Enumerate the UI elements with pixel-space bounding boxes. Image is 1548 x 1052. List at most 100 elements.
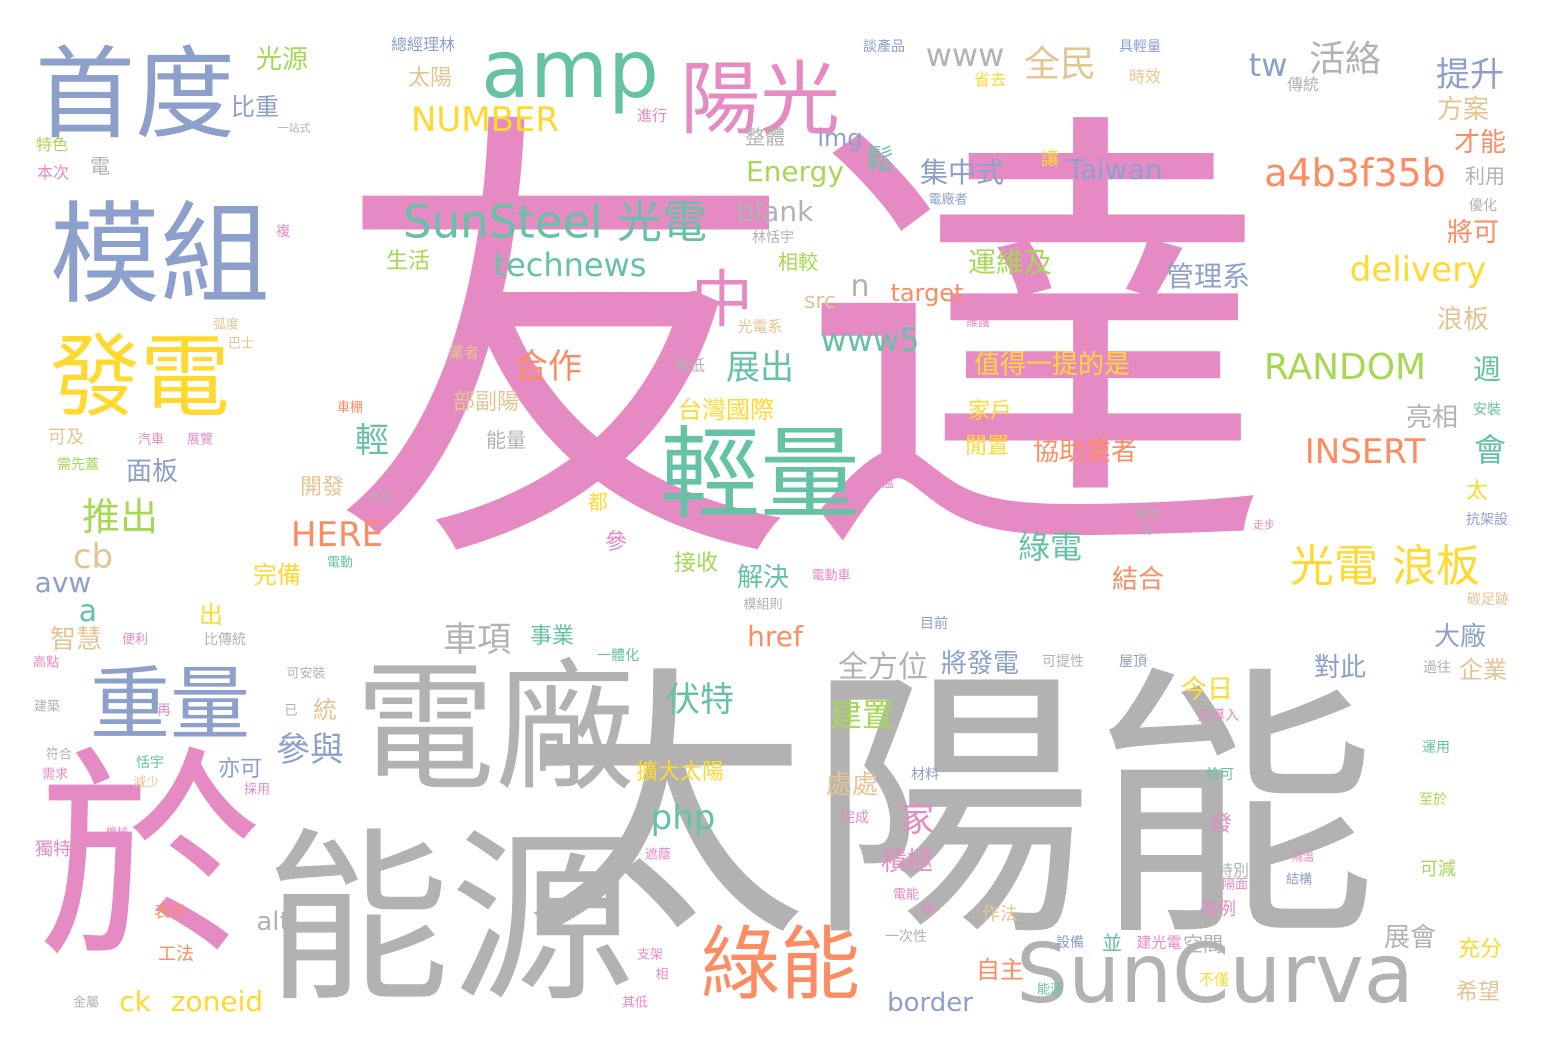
word: 目前 — [920, 616, 948, 632]
word: www5 — [820, 321, 920, 359]
word: 積極 — [880, 847, 934, 877]
word: 結構 — [1285, 872, 1313, 888]
word: 展會 — [1383, 923, 1437, 953]
word: img — [817, 124, 863, 152]
word: 弧度 — [212, 317, 240, 333]
word: 複 — [276, 224, 290, 240]
word: 電廠 — [354, 648, 636, 811]
word: avw — [34, 566, 92, 599]
word: 參與 — [276, 730, 344, 770]
word: 模組 — [50, 191, 270, 319]
word: 可安裝 — [286, 666, 326, 682]
word: 電動車 — [811, 568, 851, 584]
word: src — [803, 289, 837, 314]
word: 合性 — [367, 490, 395, 506]
word: 表示 — [153, 902, 187, 921]
word: 工法 — [158, 944, 194, 965]
word: 機械 — [106, 825, 128, 839]
word: 可及 — [48, 427, 84, 448]
word: 溫 — [881, 476, 895, 490]
word: cb — [72, 537, 114, 577]
word: 面板 — [125, 457, 179, 487]
word: 利用 — [1465, 164, 1505, 188]
word: 光源 — [255, 45, 309, 75]
word: 中 — [690, 263, 754, 336]
word: 特別 — [1216, 861, 1250, 880]
word: 走步 — [1253, 518, 1275, 532]
word: 談產品 — [863, 39, 905, 55]
word: 台灣國際 — [678, 396, 774, 424]
word: 解決 — [736, 563, 790, 593]
word: 智慧 — [49, 625, 103, 655]
word: 事業 — [529, 624, 575, 649]
word: 展覽 — [186, 432, 214, 448]
word: 開發 — [299, 475, 345, 500]
word: 太陽 — [407, 66, 453, 91]
word: 業者 — [448, 343, 480, 362]
word: 提升 — [1436, 55, 1504, 95]
word: 不僅 — [1198, 970, 1230, 989]
word: 設備 — [1056, 935, 1084, 951]
word: 其低 — [621, 995, 649, 1011]
word: amp — [481, 23, 659, 116]
word: ck — [119, 985, 151, 1018]
word: 結合 — [1111, 565, 1165, 595]
word: SunSteel 光電 — [403, 195, 707, 249]
word: 高點 — [32, 655, 60, 671]
word: border — [887, 988, 973, 1018]
word: 於 — [37, 728, 263, 991]
word: 輕 — [355, 421, 389, 461]
word: 讓 — [1041, 149, 1059, 170]
word: 一次性 — [885, 929, 927, 945]
word: Energy — [745, 155, 845, 188]
word: 對此 — [1313, 653, 1367, 683]
word: 碳足跡 — [1467, 592, 1509, 608]
word: 比重 — [231, 93, 279, 121]
word: 會 — [1473, 431, 1507, 469]
word: 相 — [655, 967, 669, 983]
word: 完備 — [253, 561, 301, 589]
word: 陽光 — [680, 53, 840, 146]
word: 都 — [588, 490, 608, 514]
word: 總經理林 — [390, 35, 456, 54]
word: 隔溫 — [1292, 850, 1314, 864]
word: 優化 — [1469, 198, 1497, 214]
word: 一體化 — [597, 648, 639, 664]
word: 重量 — [90, 658, 250, 751]
word: 模組則 — [743, 597, 783, 613]
word: INSERT — [1304, 432, 1426, 472]
word: 材料 — [911, 767, 939, 783]
word: 輕量 — [660, 416, 860, 533]
word: 為 — [1139, 523, 1153, 537]
word: 家 — [900, 800, 934, 840]
word: a — [78, 594, 98, 629]
word: 特色 — [35, 135, 69, 154]
word: 電廠者 — [928, 192, 968, 208]
word: 生活 — [385, 249, 431, 274]
word: SunCurva — [1016, 927, 1414, 1022]
word: 維護 — [965, 315, 991, 329]
word: 運用 — [1422, 740, 1450, 756]
word: 具輕量 — [1119, 39, 1161, 55]
word: Taiwan — [1067, 153, 1163, 186]
word: 鬆 — [865, 143, 895, 176]
word: 空間 — [1183, 932, 1223, 956]
word: 才能 — [1453, 128, 1507, 158]
word: 全民 — [1023, 44, 1097, 85]
word: 今日 — [1180, 675, 1234, 705]
word: 光電 浪板 — [1290, 541, 1480, 592]
word: a4b3f35b — [1264, 151, 1446, 195]
word: 接收 — [673, 551, 719, 576]
word: 林恬宇 — [752, 230, 794, 246]
word: 將發電 — [940, 649, 1020, 679]
word: href — [747, 620, 803, 653]
word: 集中式 — [919, 156, 1005, 189]
word: 浪板 — [1436, 305, 1490, 335]
word: 避免 — [1134, 507, 1162, 523]
word: delivery — [1349, 250, 1487, 290]
word: 首度 — [35, 36, 235, 153]
word: 減少 — [132, 775, 160, 791]
word: 電能 — [892, 887, 920, 903]
word: 綠能 — [700, 918, 860, 1011]
